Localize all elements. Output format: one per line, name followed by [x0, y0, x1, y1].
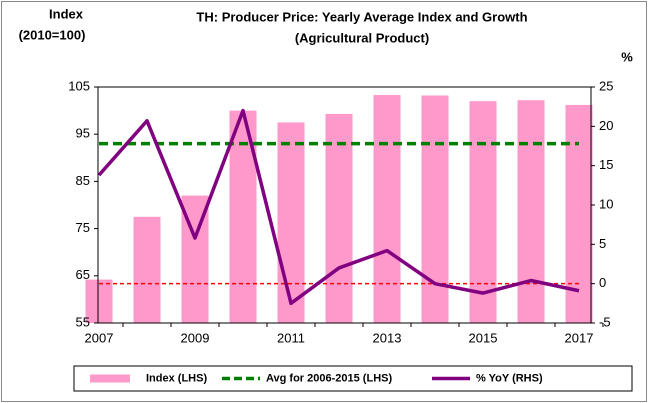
y2-tick-label: 25 — [599, 78, 613, 93]
x-tick-label: 2009 — [181, 330, 210, 345]
x-tick-label: 2013 — [373, 330, 402, 345]
bar — [133, 216, 161, 323]
y2-axis-label: % — [621, 49, 633, 64]
legend-box — [73, 365, 633, 392]
y-tick-label: 85 — [76, 173, 90, 188]
bar — [517, 100, 545, 323]
y-axis-label: (2010=100) — [19, 27, 86, 42]
y-axis-label: Index — [49, 6, 84, 21]
y2-tick-label: 20 — [599, 118, 613, 133]
chart-title: TH: Producer Price: Yearly Average Index… — [196, 9, 527, 24]
bar — [565, 104, 593, 323]
y-tick-label: 105 — [68, 78, 90, 93]
legend-label: % YoY (RHS) — [476, 372, 543, 384]
x-tick-label: 2015 — [469, 330, 498, 345]
x-tick-label: 2011 — [277, 330, 305, 345]
bar — [469, 101, 497, 323]
legend-swatch — [90, 374, 130, 383]
bar — [421, 95, 449, 323]
y-tick-label: 75 — [76, 220, 90, 235]
bar — [325, 113, 353, 324]
y2-tick-label: 5 — [599, 236, 606, 251]
y-tick-label: 65 — [76, 267, 90, 282]
y-tick-label: 95 — [76, 126, 90, 141]
bar — [373, 95, 401, 323]
legend-label: Avg for 2006-2015 (LHS) — [266, 372, 392, 384]
x-tick-label: 2017 — [565, 330, 594, 345]
y2-tick-label: 0 — [599, 275, 606, 290]
x-tick-label: 2007 — [85, 330, 114, 345]
chart-subtitle: (Agricultural Product) — [295, 30, 429, 45]
y2-tick-label: 10 — [599, 196, 613, 211]
bar — [85, 279, 113, 323]
y2-tick-label: 15 — [599, 157, 613, 172]
y-tick-label: 55 — [76, 314, 90, 329]
y2-tick-label: -5 — [599, 314, 611, 329]
bar — [277, 122, 305, 324]
yoy-line — [97, 108, 580, 306]
legend-label: Index (LHS) — [146, 372, 207, 384]
